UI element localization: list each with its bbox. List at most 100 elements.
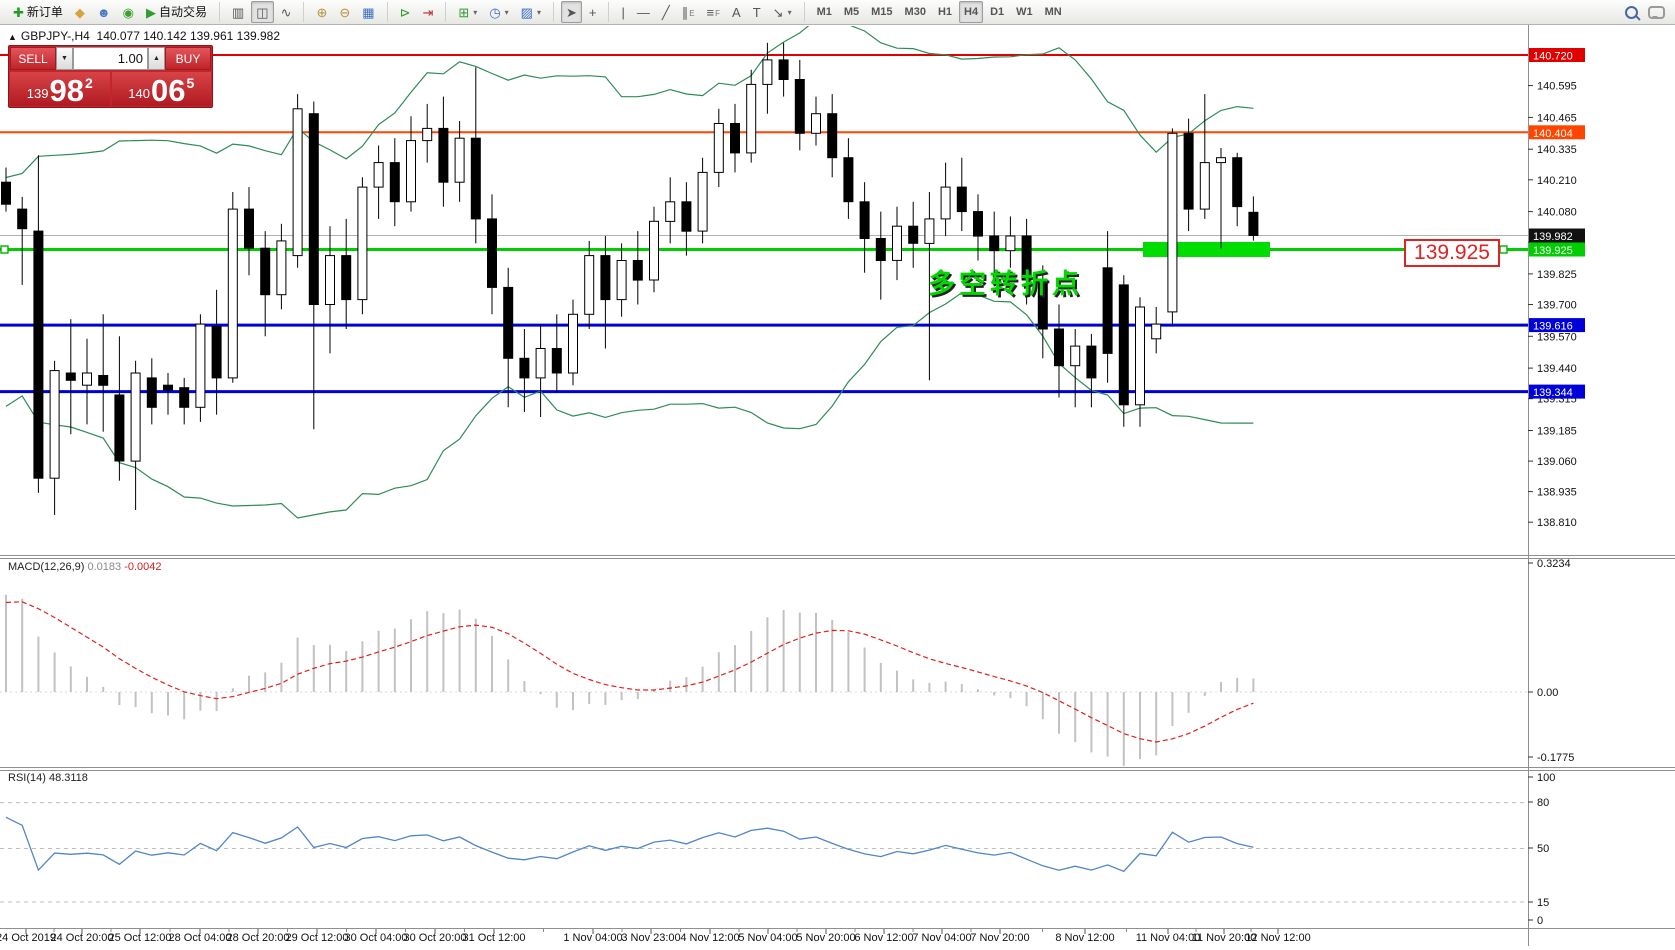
sell-price-pips: 98 xyxy=(49,73,84,108)
macd-name: MACD(12,26,9) xyxy=(8,561,85,573)
timeframe-m1-button[interactable]: M1 xyxy=(816,5,832,18)
price-tick-label: 140.080 xyxy=(1537,207,1577,219)
cursor-button[interactable]: ➤ xyxy=(560,1,582,23)
chat-icon[interactable] xyxy=(1648,5,1665,19)
crosshair-button[interactable]: + xyxy=(588,4,597,20)
time-axis-label: 7 Nov 20:00 xyxy=(970,932,1029,944)
chart-shift-button[interactable]: ⇥ xyxy=(422,4,434,20)
rsi-value: 48.3118 xyxy=(48,772,88,784)
indicators-button[interactable]: ⊞ ▾ xyxy=(458,4,478,20)
toolbar-group: ⊳ ⇥ xyxy=(386,2,443,22)
chart-window-icon[interactable]: ◆ xyxy=(74,4,85,20)
collapse-arrow-icon[interactable]: ▲ xyxy=(8,32,17,42)
timeframe-w1-button[interactable]: W1 xyxy=(1016,5,1033,18)
rsi-indicator-label: RSI(14) 48.3118 xyxy=(8,772,88,784)
buy-button[interactable]: BUY xyxy=(165,47,211,70)
horizontal-line-button[interactable]: — xyxy=(636,4,650,20)
price-tick-label: 138.935 xyxy=(1537,487,1577,499)
price-tick-label: 139.185 xyxy=(1537,426,1577,438)
annotation-text: 多空转折点 xyxy=(928,269,1083,299)
axis-line-price-label: 139.344 xyxy=(1533,387,1573,399)
search-icon[interactable] xyxy=(1625,5,1638,19)
highlight-zone[interactable] xyxy=(1143,242,1270,257)
toolbar: ✚ 新订单 ◆ ☻ ◉ ▶ 自动交易 ▥ ◫ ∿ ⊕ ⊖ ▦ ⊳ ⇥ ⊞ ▾ ◷ ▾ ▨ ▾ ➤ + | — ╱ ∥ E ≡ F A T ↘ ▾ M… xyxy=(0,0,1675,25)
timeframe-h1-button[interactable]: H1 xyxy=(937,5,953,18)
time-axis-label: 12 Nov 12:00 xyxy=(1245,932,1310,944)
profile-icon[interactable]: ☻ xyxy=(96,4,111,20)
volume-increase-button[interactable]: ▲ xyxy=(148,47,165,70)
time-axis-label: 28 Oct 20:00 xyxy=(227,932,290,944)
toolbar-group: ✚ 新订单 ◆ ☻ ◉ ▶ 自动交易 xyxy=(4,2,216,22)
price-tick-label: 140.210 xyxy=(1537,175,1577,187)
rsi-axis-label: 15 xyxy=(1537,897,1549,909)
macd-axis-label: 0.3234 xyxy=(1537,558,1571,570)
timeframe-m15-button[interactable]: M15 xyxy=(871,5,893,18)
axis-line-price-label: 139.982 xyxy=(1533,231,1573,243)
bar-chart-type-button[interactable]: ▥ xyxy=(231,4,245,20)
timeframe-mn-button[interactable]: MN xyxy=(1044,5,1062,18)
candlestick-series xyxy=(1,42,1259,515)
timeframe-m30-button[interactable]: M30 xyxy=(904,5,926,18)
rsi-axis-label: 0 xyxy=(1537,915,1543,927)
fibonacci-button[interactable]: ≡ F xyxy=(706,4,721,20)
periods-button[interactable]: ◷ ▾ xyxy=(489,4,509,20)
time-axis-label: 3 Nov 23:00 xyxy=(621,932,680,944)
timeframe-m5-button[interactable]: M5 xyxy=(843,5,860,18)
time-axis-label: 30 Oct 04:00 xyxy=(345,932,408,944)
one-click-trading-panel: SELL ▼ 1.00 ▲ BUY 139 98 2 140 06 5 xyxy=(8,45,213,108)
broadcast-icon[interactable]: ◉ xyxy=(122,4,134,20)
time-axis-label: 11 Nov 04:00 xyxy=(1136,932,1201,944)
line-anchor[interactable] xyxy=(1499,245,1508,254)
volume-decrease-button[interactable]: ▼ xyxy=(56,47,73,70)
auto-scroll-button[interactable]: ⊳ xyxy=(399,4,411,20)
time-axis-label: 24 Oct 2019 xyxy=(0,932,56,944)
rsi-line xyxy=(5,816,1254,873)
arrows-button[interactable]: ↘ ▾ xyxy=(772,4,792,20)
time-axis-label: 5 Nov 20:00 xyxy=(796,932,855,944)
equidistant-channel-button[interactable]: ∥ E xyxy=(681,4,695,20)
price-tick-label: 140.465 xyxy=(1537,112,1577,124)
templates-button[interactable]: ▨ ▾ xyxy=(520,4,541,20)
time-axis-label: 29 Oct 12:00 xyxy=(286,932,349,944)
time-axis-label: 7 Nov 04:00 xyxy=(912,932,971,944)
timeframe-d1-button[interactable]: D1 xyxy=(990,5,1005,18)
buy-price-prefix: 140 xyxy=(128,86,150,101)
macd-axis-label: -0.1775 xyxy=(1537,752,1574,764)
trendline-button[interactable]: ╱ xyxy=(661,4,670,20)
price-tick-label: 140.595 xyxy=(1537,81,1577,93)
macd-axis-label: 0.00 xyxy=(1537,687,1558,699)
price-tick-label: 139.570 xyxy=(1537,331,1577,343)
macd-signal-line xyxy=(5,601,1254,743)
price-callout-label: 139.925 xyxy=(1404,239,1500,267)
toolbar-group: ➤ + xyxy=(552,1,606,23)
zoom-out-button[interactable]: ⊖ xyxy=(339,4,351,20)
axis-line-price-label: 140.404 xyxy=(1533,128,1573,140)
vertical-line-button[interactable]: | xyxy=(621,4,625,20)
volume-input[interactable]: 1.00 xyxy=(73,47,148,70)
price-tick-label: 139.700 xyxy=(1537,300,1577,312)
line-chart-type-button[interactable]: ∿ xyxy=(280,4,292,20)
new-order-button[interactable]: ✚ 新订单 xyxy=(13,4,63,20)
timeframe-h4-button[interactable]: H4 xyxy=(959,1,984,23)
rsi-axis-label: 50 xyxy=(1537,843,1549,855)
sell-button[interactable]: SELL xyxy=(10,47,56,70)
autotrading-button[interactable]: ▶ 自动交易 xyxy=(145,4,207,20)
time-axis-label: 4 Nov 12:00 xyxy=(680,932,739,944)
sell-price[interactable]: 139 98 2 xyxy=(10,72,110,106)
time-axis-label: 25 Oct 12:00 xyxy=(109,932,172,944)
macd-signal-value: -0.0042 xyxy=(124,561,162,573)
time-axis-label: 28 Oct 04:00 xyxy=(169,932,232,944)
buy-price[interactable]: 140 06 5 xyxy=(111,72,211,106)
candlestick-chart-type-button[interactable]: ◫ xyxy=(251,1,274,23)
sell-price-point: 2 xyxy=(84,75,93,91)
macd-main-value: 0.0183 xyxy=(87,561,122,573)
text-label-button[interactable]: T xyxy=(752,4,761,20)
tile-windows-button[interactable]: ▦ xyxy=(362,4,375,20)
bollinger-bands xyxy=(5,26,1254,519)
time-axis-label: 30 Oct 20:00 xyxy=(404,932,467,944)
zoom-in-button[interactable]: ⊕ xyxy=(316,4,328,20)
sell-price-prefix: 139 xyxy=(26,86,49,101)
text-button[interactable]: A xyxy=(732,4,741,20)
line-anchor[interactable] xyxy=(0,245,9,254)
